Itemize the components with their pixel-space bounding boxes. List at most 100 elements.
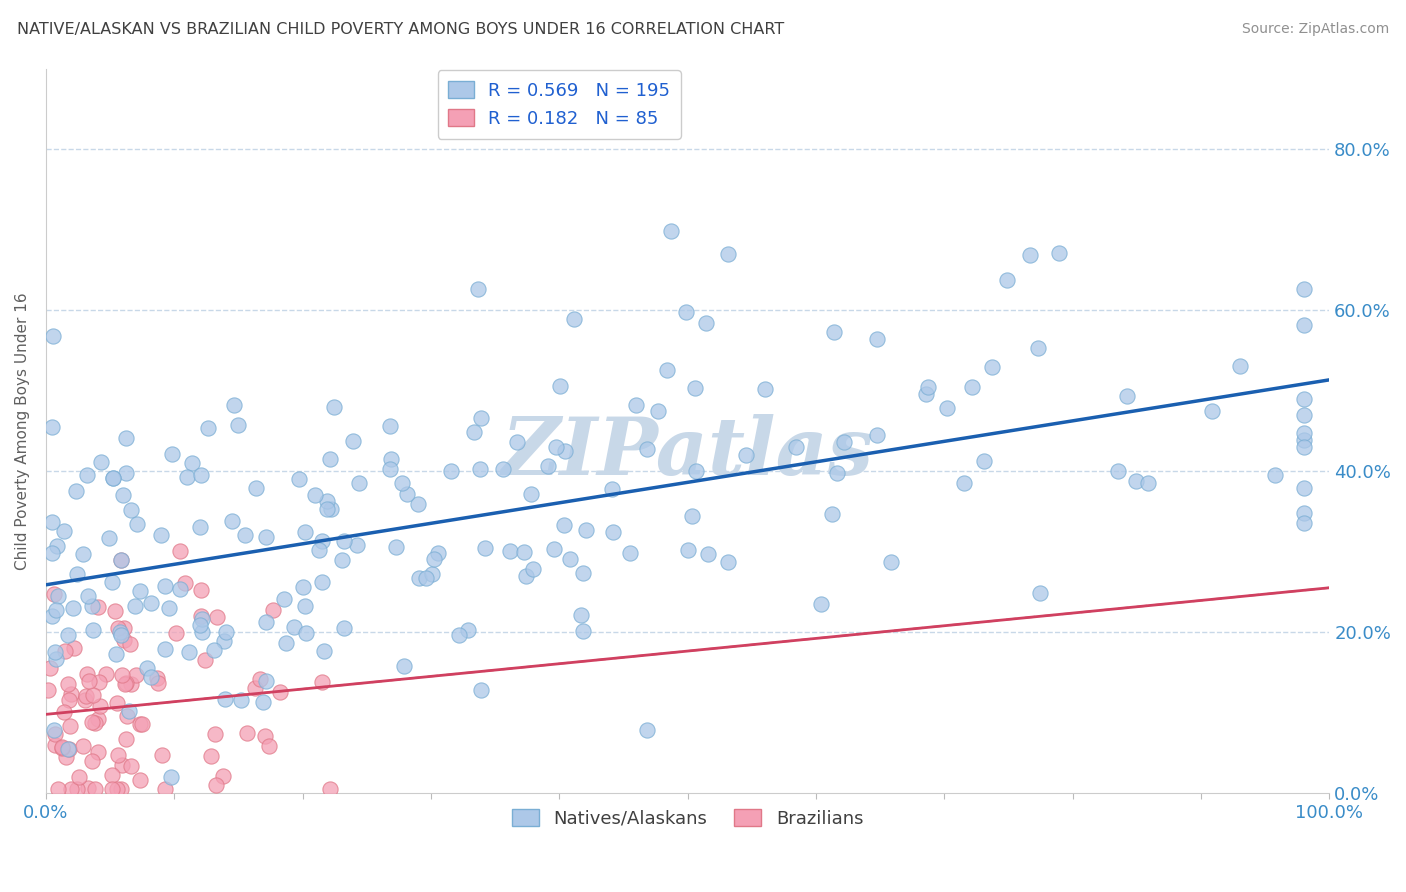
Point <box>129 583 152 598</box>
Point <box>602 524 624 539</box>
Point <box>129 772 152 787</box>
Point <box>155 642 177 657</box>
Point <box>467 282 489 296</box>
Point <box>513 545 536 559</box>
Point <box>960 380 983 394</box>
Point <box>254 530 277 544</box>
Point <box>273 592 295 607</box>
Point <box>125 516 148 531</box>
Point <box>157 600 180 615</box>
Point <box>522 561 544 575</box>
Point <box>385 541 408 555</box>
Point <box>1107 463 1129 477</box>
Point <box>169 544 191 558</box>
Point <box>204 727 226 741</box>
Point <box>319 782 342 797</box>
Point <box>823 325 845 339</box>
Point <box>59 719 82 733</box>
Point <box>1292 392 1315 407</box>
Point <box>380 461 402 475</box>
Point <box>111 668 134 682</box>
Point <box>110 628 132 642</box>
Point <box>973 454 995 468</box>
Point <box>59 687 82 701</box>
Point <box>45 652 67 666</box>
Text: ZIPatlas: ZIPatlas <box>502 414 873 491</box>
Point <box>46 539 69 553</box>
Point <box>1116 389 1139 403</box>
Point <box>304 488 326 502</box>
Point <box>274 636 297 650</box>
Point <box>1292 425 1315 440</box>
Point <box>55 749 77 764</box>
Point <box>683 381 706 395</box>
Point <box>1136 475 1159 490</box>
Point <box>308 543 330 558</box>
Point <box>468 462 491 476</box>
Point <box>44 723 66 738</box>
Point <box>575 523 598 537</box>
Point <box>111 757 134 772</box>
Point <box>1292 440 1315 454</box>
Point <box>1292 516 1315 530</box>
Point <box>58 742 80 756</box>
Point <box>82 688 104 702</box>
Point <box>554 444 576 458</box>
Point <box>83 782 105 797</box>
Point <box>1201 404 1223 418</box>
Point <box>427 546 450 560</box>
Point <box>139 596 162 610</box>
Point <box>52 705 75 719</box>
Y-axis label: Child Poverty Among Boys Under 16: Child Poverty Among Boys Under 16 <box>15 292 30 570</box>
Point <box>76 467 98 482</box>
Point <box>120 502 142 516</box>
Point <box>214 691 236 706</box>
Point <box>717 555 740 569</box>
Point <box>82 623 104 637</box>
Point <box>515 568 537 582</box>
Point <box>44 727 66 741</box>
Point <box>254 729 277 743</box>
Point <box>212 633 235 648</box>
Point <box>315 494 337 508</box>
Point <box>981 360 1004 375</box>
Point <box>72 547 94 561</box>
Point <box>42 587 65 601</box>
Point <box>51 741 73 756</box>
Point <box>101 768 124 782</box>
Point <box>295 626 318 640</box>
Point <box>115 732 138 747</box>
Point <box>333 621 356 635</box>
Point <box>96 666 118 681</box>
Point <box>146 676 169 690</box>
Point <box>519 486 541 500</box>
Point <box>470 682 492 697</box>
Point <box>1292 481 1315 495</box>
Point <box>101 575 124 590</box>
Point <box>226 418 249 433</box>
Point <box>120 677 142 691</box>
Point <box>115 431 138 445</box>
Point <box>221 514 243 528</box>
Point <box>572 566 595 580</box>
Point <box>659 225 682 239</box>
Point <box>440 464 463 478</box>
Point <box>655 363 678 377</box>
Point <box>58 693 80 707</box>
Point <box>785 440 807 454</box>
Point <box>572 624 595 639</box>
Point <box>169 582 191 597</box>
Point <box>600 482 623 496</box>
Point <box>215 624 238 639</box>
Point <box>52 524 75 538</box>
Point <box>87 745 110 759</box>
Point <box>112 621 135 635</box>
Point <box>917 380 939 394</box>
Point <box>77 589 100 603</box>
Point <box>716 247 738 261</box>
Point <box>619 546 641 560</box>
Point <box>236 725 259 739</box>
Point <box>422 552 444 566</box>
Point <box>66 567 89 582</box>
Point <box>550 379 572 393</box>
